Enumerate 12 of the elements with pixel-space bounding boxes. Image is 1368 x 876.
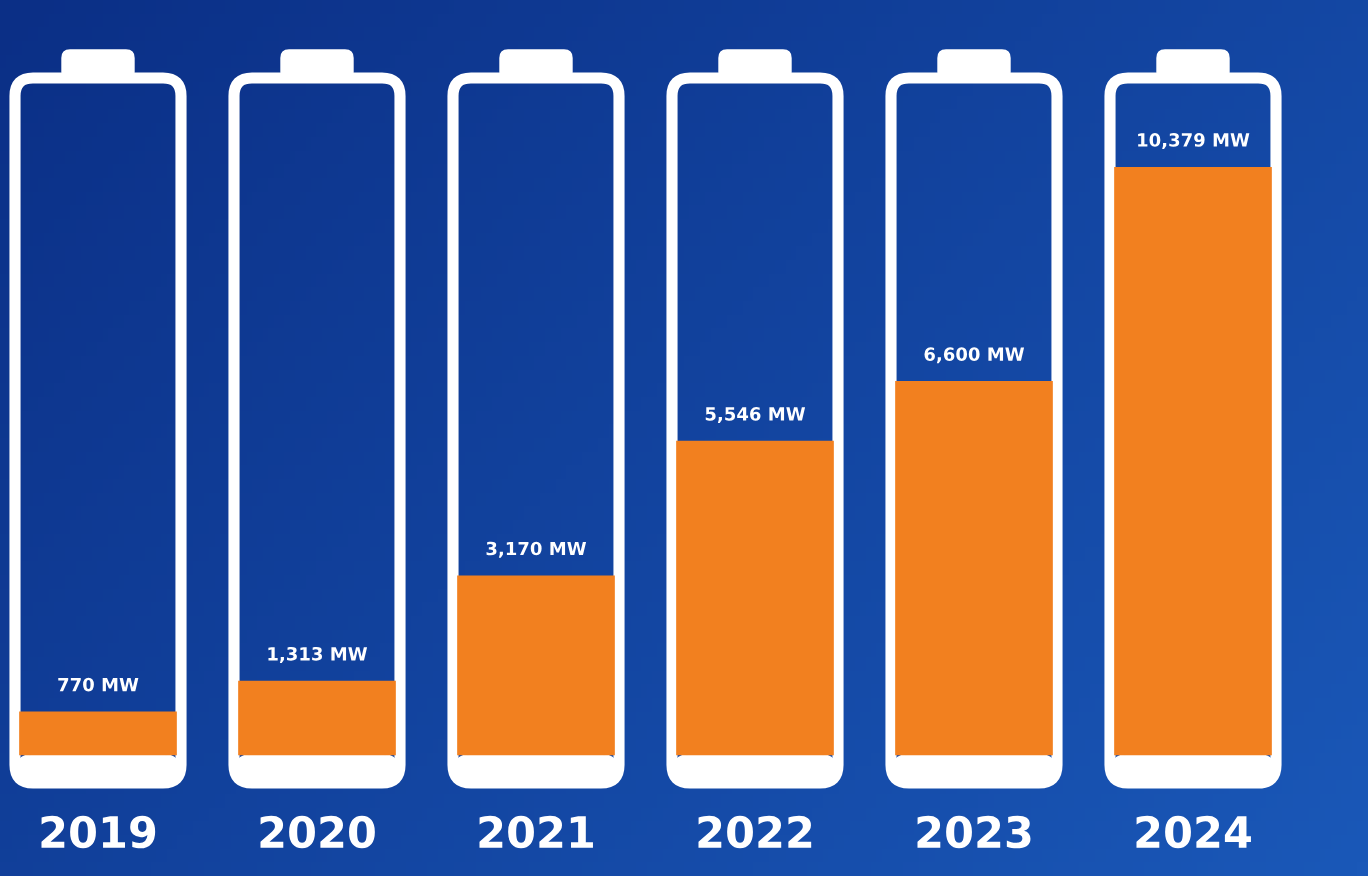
data-label: 770 MW — [58, 677, 139, 692]
x-tick-label: 2024 — [1136, 815, 1251, 849]
data-label: 3,170 MW — [486, 541, 587, 558]
data-label: 6,600 MW — [924, 347, 1025, 364]
x-tick-label: 2021 — [479, 815, 593, 849]
data-label: 1,313 MW — [268, 646, 368, 663]
x-tick-label: 2023 — [917, 815, 1031, 849]
x-tick-label: 2020 — [260, 815, 375, 849]
data-label: 10,379 MW — [1138, 133, 1250, 150]
x-tick-label: 2022 — [698, 815, 812, 849]
data-label: 5,546 MW — [705, 407, 806, 424]
x-tick-label: 2019 — [41, 815, 156, 849]
